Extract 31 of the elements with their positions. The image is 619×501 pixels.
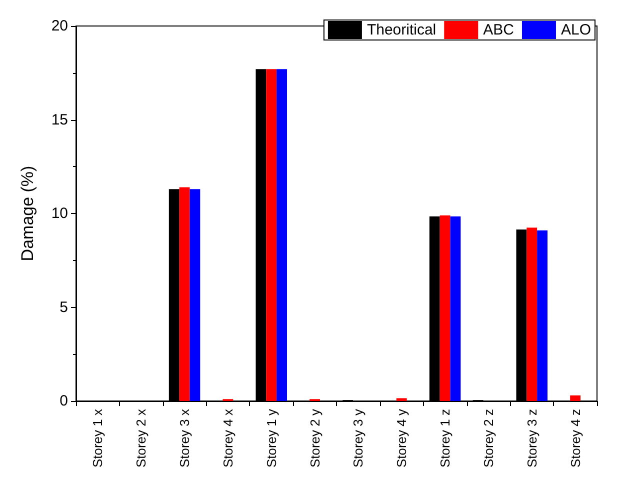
- bar: [526, 228, 538, 401]
- y-tick-label: 15: [51, 111, 68, 128]
- bar: [570, 395, 580, 401]
- bar: [537, 230, 548, 401]
- bar: [396, 398, 407, 401]
- x-tick-label: Storey 3 z: [524, 409, 540, 468]
- bar: [276, 69, 288, 401]
- bar: [266, 69, 277, 401]
- x-tick-label: Storey 4 y: [394, 408, 410, 468]
- y-axis-title: Damage (%): [18, 166, 37, 262]
- x-tick-label: Storey 2 z: [480, 409, 496, 468]
- bar: [179, 187, 190, 401]
- bar: [440, 215, 450, 401]
- legend-label: ALO: [560, 22, 591, 38]
- legend-label: ABC: [483, 22, 514, 38]
- x-tick-label: Storey 4 z: [568, 409, 583, 468]
- x-tick-label: Storey 4 x: [220, 408, 236, 468]
- y-tick-label: 0: [60, 392, 68, 410]
- bar: [450, 216, 461, 401]
- x-tick-label: Storey 2 x: [134, 408, 149, 468]
- y-tick-label: 20: [51, 18, 68, 34]
- x-tick-label: Storey 2 y: [307, 408, 322, 468]
- x-tick-label: Storey 1 x: [90, 408, 106, 468]
- x-tick-label: Storey 1 z: [438, 409, 453, 468]
- y-tick-label: 5: [60, 298, 68, 316]
- legend-label: Theoritical: [366, 22, 436, 38]
- x-tick-label: Storey 3 y: [350, 408, 366, 468]
- x-tick-label: Storey 3 x: [177, 408, 192, 468]
- bar: [190, 189, 200, 401]
- y-tick-label: 10: [51, 205, 68, 222]
- x-tick-label: Storey 1 y: [264, 408, 279, 468]
